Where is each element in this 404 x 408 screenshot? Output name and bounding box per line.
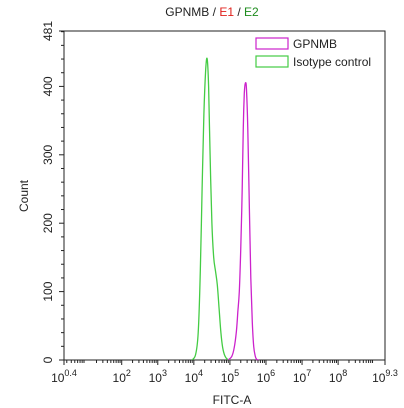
legend: GPNMB Isotype control [255, 37, 371, 69]
y-axis: 0 100 200 300 400 481 [41, 21, 64, 363]
x-tick-label: 104 [185, 368, 203, 385]
legend-swatch [255, 37, 289, 50]
y-tick-label: 0 [41, 356, 55, 363]
y-tick-label: 100 [41, 281, 55, 301]
x-tick-label: 102 [113, 368, 131, 385]
legend-label: GPNMB [293, 37, 337, 51]
x-tick-label: 100.4 [51, 368, 77, 385]
chart-title-part: E2 [244, 5, 259, 19]
legend-label: Isotype control [293, 55, 371, 69]
plot-area-frame [63, 30, 386, 361]
chart-title-part: E1 [219, 5, 234, 19]
legend-swatch [255, 55, 289, 68]
y-tick-label: 481 [41, 21, 55, 41]
x-tick-label: 105 [221, 368, 239, 385]
x-tick-label: 107 [293, 368, 311, 385]
x-axis: 100.4 102 103 104 105 106 107 108 109.3 [51, 360, 398, 385]
series-curve-gpnmb [227, 81, 259, 361]
chart-title-part: / [234, 5, 244, 19]
y-tick-label: 200 [41, 213, 55, 233]
x-tick-label: 108 [329, 368, 347, 385]
series-curve-isotype-control [191, 57, 231, 361]
x-axis-title: FITC-A [213, 393, 252, 407]
chart-title: GPNMB / E1 / E2 [165, 5, 259, 19]
series-layer [191, 57, 259, 361]
y-tick-label: 300 [41, 144, 55, 164]
chart-title-part: GPNMB [165, 5, 209, 19]
x-tick-label: 109.3 [372, 368, 398, 385]
x-tick-label: 106 [257, 368, 275, 385]
y-tick-label: 400 [41, 76, 55, 96]
y-axis-title: Count [17, 179, 31, 212]
chart-title-part: / [209, 5, 219, 19]
x-tick-label: 103 [149, 368, 167, 385]
